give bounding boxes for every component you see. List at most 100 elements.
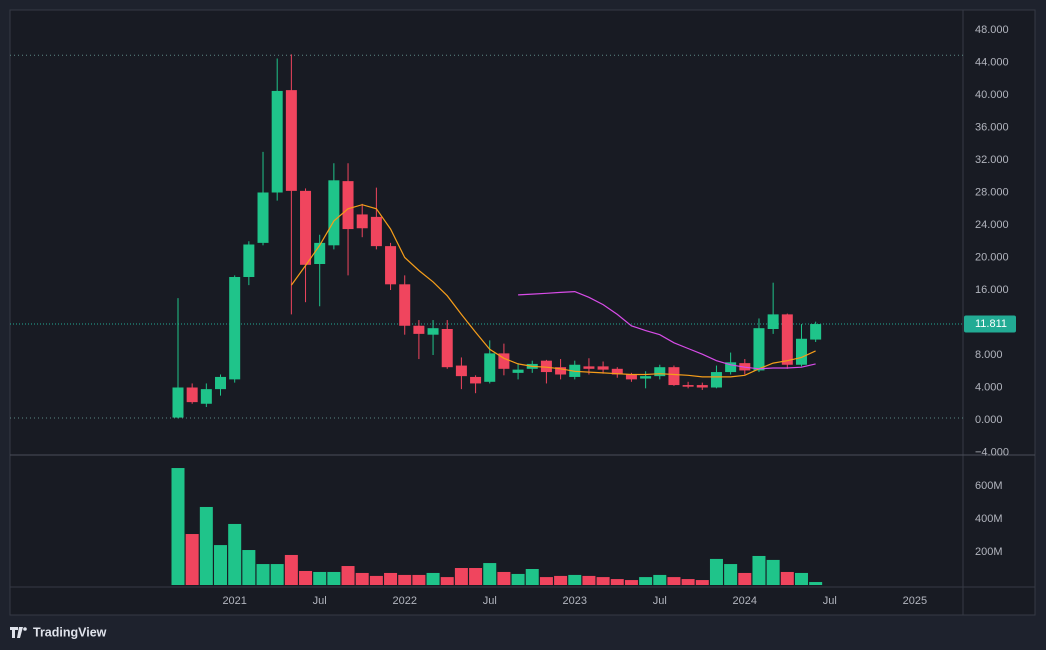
volume-bar: [327, 571, 341, 585]
y-tick-label: 48.000: [975, 24, 1009, 36]
x-tick-label: Jul: [483, 595, 497, 607]
y-tick-label: 32.000: [975, 154, 1009, 166]
x-tick-label: 2024: [733, 595, 757, 607]
volume-bar: [639, 577, 653, 585]
brand-logo: [10, 627, 27, 638]
y-tick-label: 24.000: [975, 219, 1009, 231]
candle-body: [413, 325, 425, 334]
volume-bar: [398, 574, 412, 585]
volume-bar: [766, 559, 780, 585]
candle-body: [625, 374, 637, 380]
y-tick-label: 8.000: [975, 349, 1003, 361]
volume-bar: [299, 570, 313, 585]
volume-bar: [653, 574, 667, 585]
candle-body: [271, 90, 283, 193]
y-tick-label: 40.000: [975, 89, 1009, 101]
volume-bar: [511, 573, 525, 585]
volume-bar: [681, 579, 695, 585]
volume-tick-label: 600M: [975, 480, 1003, 492]
brand-name: TradingView: [33, 625, 107, 639]
volume-bar: [313, 571, 327, 585]
volume-bar: [794, 572, 808, 585]
y-tick-label: 0.000: [975, 414, 1003, 426]
volume-bar: [596, 577, 610, 585]
candle-body: [781, 314, 793, 365]
volume-bar: [780, 571, 794, 585]
candle-body: [654, 367, 666, 377]
y-tick-label: −4.000: [975, 446, 1009, 458]
y-tick-label: 4.000: [975, 381, 1003, 393]
candle-body: [512, 369, 524, 373]
candle-body: [470, 376, 482, 384]
volume-bar: [369, 575, 383, 585]
volume-tick-label: 400M: [975, 513, 1003, 525]
volume-bar: [270, 564, 284, 585]
candle-body: [215, 376, 227, 390]
volume-bar: [610, 579, 624, 585]
volume-bar: [412, 574, 426, 585]
volume-bar: [497, 571, 511, 585]
candle-body: [399, 284, 411, 326]
volume-bar: [738, 572, 752, 585]
volume-bar: [454, 568, 468, 585]
y-tick-label: 36.000: [975, 121, 1009, 133]
candle-body: [243, 244, 255, 277]
y-tick-label: 28.000: [975, 186, 1009, 198]
volume-bar: [199, 506, 213, 585]
candle-body: [200, 389, 212, 404]
volume-bar: [568, 574, 582, 585]
y-tick-label: 16.000: [975, 284, 1009, 296]
candle-body: [795, 338, 807, 365]
candle-body: [540, 360, 552, 373]
chart-frame: [9, 9, 1036, 616]
candle-body: [441, 329, 453, 368]
candle-body: [356, 214, 368, 229]
candle-body: [611, 368, 623, 375]
candle-body: [385, 246, 397, 285]
candle-body: [427, 328, 439, 335]
candle-body: [285, 90, 297, 191]
moving-average: [518, 290, 816, 370]
x-tick-label: Jul: [823, 595, 837, 607]
candle-body: [710, 372, 722, 388]
volume-tick-label: 200M: [975, 546, 1003, 558]
volume-bar: [284, 554, 298, 585]
volume-bar: [695, 580, 709, 585]
volume-bar: [185, 534, 199, 585]
volume-bar: [341, 566, 355, 585]
volume-bar: [709, 558, 723, 585]
candle-body: [484, 353, 496, 382]
candle-body: [328, 180, 340, 246]
x-tick-label: Jul: [653, 595, 667, 607]
volume-bar: [469, 568, 483, 585]
y-tick-label: 20.000: [975, 251, 1009, 263]
volume-bar: [242, 550, 256, 585]
candle-body: [696, 385, 708, 388]
candle-body: [172, 387, 184, 418]
candle-body: [767, 314, 779, 329]
x-tick-label: 2025: [903, 595, 927, 607]
volume-bar: [384, 572, 398, 585]
x-tick-label: Jul: [313, 595, 327, 607]
volume-bar: [483, 563, 497, 585]
volume-bar: [724, 564, 738, 585]
x-tick-label: 2021: [222, 595, 246, 607]
volume-bar: [426, 572, 440, 585]
candle-body: [810, 324, 822, 340]
volume-bar: [582, 575, 596, 585]
volume-bar: [554, 575, 568, 585]
volume-bar: [525, 568, 539, 585]
volume-bar: [809, 582, 823, 585]
volume-bar: [539, 577, 553, 585]
x-tick-label: 2023: [563, 595, 587, 607]
candle-body: [583, 366, 595, 369]
candle-body: [753, 328, 765, 371]
y-tick-label: 44.000: [975, 56, 1009, 68]
candle-body: [668, 367, 680, 386]
candle-body: [314, 242, 326, 264]
volume-bar: [624, 580, 638, 585]
candle-body: [186, 387, 198, 403]
volume-bar: [214, 545, 228, 585]
moving-average: [290, 204, 816, 378]
